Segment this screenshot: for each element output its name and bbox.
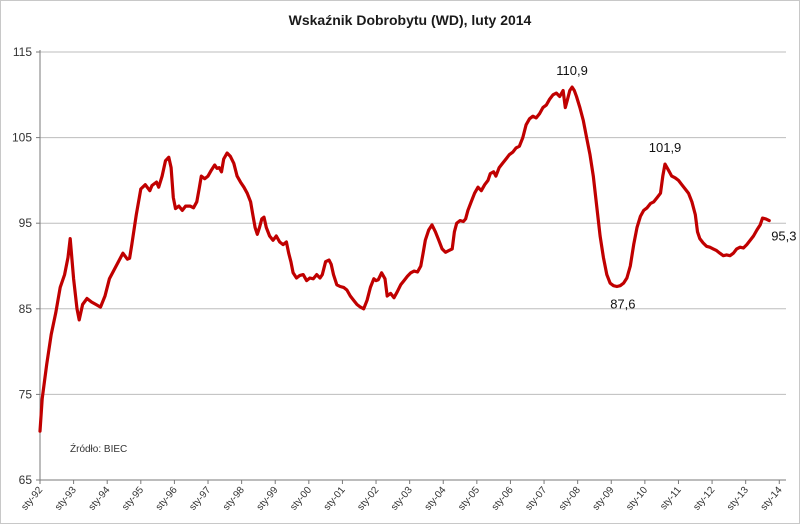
x-tick-label: sty-14 <box>759 485 785 513</box>
x-tick-label: sty-11 <box>658 485 684 513</box>
x-tick-label: sty-01 <box>322 485 348 513</box>
x-tick-label: sty-92 <box>19 485 45 513</box>
y-tick-label: 75 <box>19 387 33 401</box>
x-tick-label: sty-04 <box>423 485 449 513</box>
x-tick-label: sty-02 <box>355 485 381 513</box>
x-tick-label: sty-95 <box>120 485 146 513</box>
gridlines <box>40 51 786 395</box>
x-tick-label: sty-07 <box>523 485 549 513</box>
x-tick-label: sty-97 <box>187 485 213 513</box>
x-tick-label: sty-93 <box>53 485 79 513</box>
x-tick-label: sty-96 <box>154 485 180 513</box>
x-tick-label: sty-13 <box>725 485 751 513</box>
x-tick-label: sty-09 <box>591 485 617 513</box>
x-axis-ticks: sty-92 sty-93 sty-94 sty-95 sty-96 sty-97 sty-… <box>19 480 785 513</box>
source-note: Źródło: BIEC <box>70 442 127 455</box>
series-line-0 <box>38 85 771 433</box>
x-tick-label: sty-99 <box>255 485 281 513</box>
x-tick-label: sty-00 <box>288 485 314 513</box>
y-tick-label: 115 <box>13 45 32 59</box>
y-tick-label: 95 <box>19 216 33 230</box>
x-tick-label: sty-06 <box>490 485 516 513</box>
y-axis-ticks: 65 75 85 95 105 115 <box>12 45 40 487</box>
x-tick-label: sty-98 <box>221 485 247 513</box>
annotations: 110,9 101,9 87,6 95,3 <box>556 63 796 311</box>
chart-title: Wskaźnik Dobrobytu (WD), luty 2014 <box>289 12 532 28</box>
annotation-label: 87,6 <box>610 297 635 312</box>
annotation-label: 95,3 <box>771 229 796 244</box>
x-tick-label: sty-12 <box>691 485 717 513</box>
x-tick-label: sty-03 <box>389 485 415 513</box>
x-tick-label: sty-08 <box>557 485 583 513</box>
y-tick-label: 65 <box>19 473 33 487</box>
series-group <box>38 85 771 433</box>
y-tick-label: 105 <box>12 131 32 145</box>
x-tick-label: sty-10 <box>624 485 650 513</box>
annotation-label: 101,9 <box>649 140 682 155</box>
x-tick-label: sty-05 <box>456 485 482 513</box>
annotation-label: 110,9 <box>556 63 588 78</box>
x-tick-label: sty-94 <box>87 485 113 513</box>
y-tick-label: 85 <box>19 302 33 316</box>
